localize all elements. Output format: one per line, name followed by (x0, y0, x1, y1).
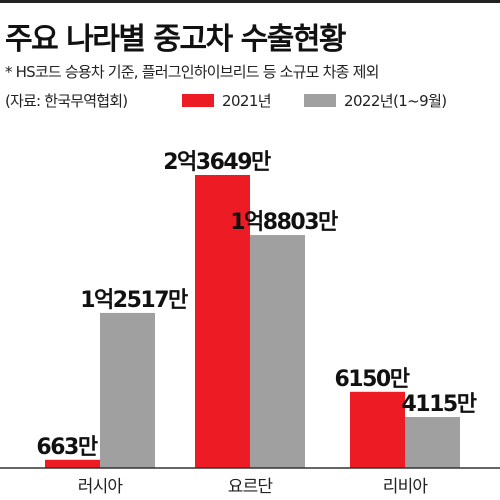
category-label-2: 리비아 (383, 477, 429, 497)
legend-swatch-2022 (304, 94, 336, 107)
top-rule (0, 0, 500, 3)
value-label-2021-2: 6150만 (335, 367, 410, 392)
bar-2022-2 (405, 417, 460, 468)
bar-2021-2 (350, 391, 405, 468)
legend-item-2022: 2022년(1~9월) (304, 90, 447, 111)
bar-2021-1 (195, 175, 250, 468)
chart-note: * HS코드 승용차 기준, 플러그인하이브리드 등 소규모 차종 제외 (5, 63, 379, 81)
chart-title: 주요 나라별 중고차 수출현황 (5, 22, 347, 57)
legend-swatch-2021 (182, 94, 214, 107)
bar-2022-0 (100, 312, 155, 468)
value-label-2022-2: 4115만 (402, 392, 477, 417)
legend-item-2021: 2021년 (182, 90, 272, 111)
value-label-2022-0: 1억2517만 (80, 288, 188, 313)
legend-label-2021: 2021년 (222, 92, 272, 110)
value-label-2022-1: 1억8803만 (230, 210, 338, 235)
legend-label-2022: 2022년(1~9월) (344, 92, 447, 110)
bar-2021-0 (45, 459, 100, 468)
bar-2022-1 (250, 235, 305, 468)
value-label-2021-1: 2억3649만 (163, 150, 271, 175)
value-label-2021-0: 663만 (36, 435, 97, 460)
chart-source: (자료: 한국무역협회) (5, 92, 128, 110)
category-label-0: 러시아 (78, 477, 124, 497)
category-label-1: 요르단 (228, 477, 274, 497)
